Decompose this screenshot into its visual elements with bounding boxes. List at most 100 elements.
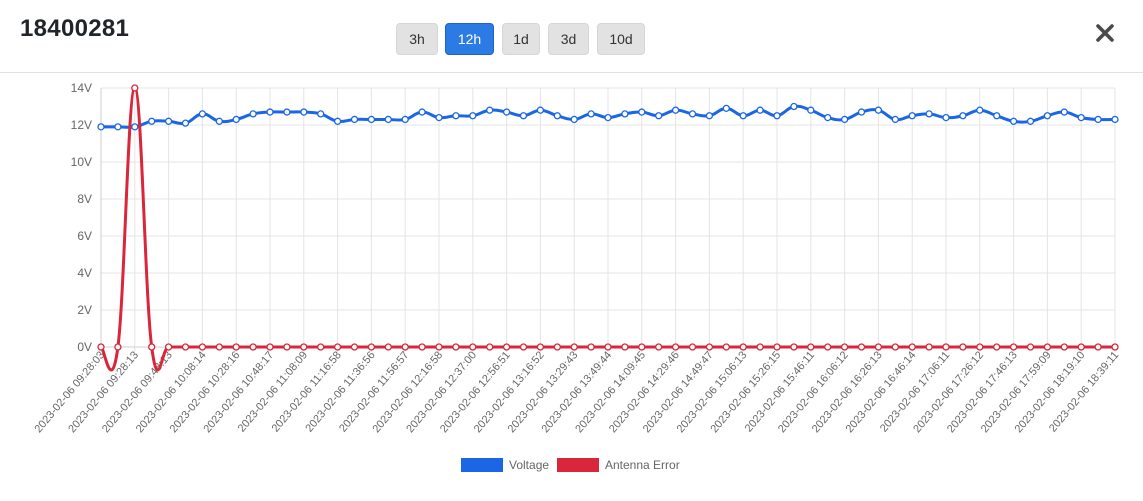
antenna-error-point	[418, 343, 426, 351]
y-tick-label: 12V	[71, 118, 92, 132]
voltage-point	[671, 106, 680, 114]
voltage-point	[469, 112, 477, 120]
antenna-error-point	[570, 343, 578, 351]
voltage-point	[418, 108, 426, 116]
voltage-point	[519, 112, 528, 120]
voltage-point	[215, 117, 223, 125]
y-tick-label: 10V	[71, 155, 92, 169]
antenna-error-point	[553, 343, 561, 351]
antenna-error-series	[97, 84, 1119, 372]
antenna-error-point	[807, 343, 815, 351]
voltage-point	[705, 112, 714, 120]
antenna-error-point	[756, 343, 764, 351]
voltage-point	[266, 108, 274, 116]
antenna-error-point	[621, 343, 629, 351]
voltage-point	[131, 123, 139, 131]
antenna-error-point	[114, 343, 122, 351]
antenna-error-point	[824, 343, 832, 351]
voltage-point	[925, 110, 933, 118]
y-tick-label: 2V	[77, 303, 92, 317]
voltage-point	[621, 110, 629, 118]
antenna-error-point	[435, 343, 443, 351]
voltage-series	[97, 102, 1119, 131]
antenna-error-point	[181, 343, 190, 351]
range-button-3d[interactable]: 3d	[548, 23, 589, 55]
voltage-point	[114, 123, 122, 131]
voltage-point	[739, 112, 747, 120]
voltage-point	[655, 112, 663, 120]
antenna-error-point	[739, 343, 747, 351]
range-button-3h[interactable]: 3h	[396, 23, 438, 55]
antenna-error-point	[976, 343, 984, 351]
voltage-point	[824, 113, 832, 122]
voltage-point	[874, 106, 883, 114]
antenna-error-point	[536, 343, 545, 351]
antenna-error-point	[790, 343, 798, 351]
voltage-point	[840, 115, 849, 124]
voltage-point	[790, 102, 798, 111]
voltage-point	[367, 115, 376, 124]
voltage-point	[773, 112, 781, 120]
antenna-error-point	[519, 343, 528, 351]
voltage-point	[857, 108, 866, 116]
antenna-error-point	[604, 343, 612, 351]
antenna-error-point	[1009, 343, 1018, 351]
voltage-point	[181, 119, 190, 127]
antenna-error-point	[891, 343, 899, 351]
y-tick-label: 8V	[77, 192, 92, 206]
voltage-point	[317, 110, 325, 118]
antenna-error-point	[384, 343, 392, 351]
antenna-error-point	[959, 343, 967, 351]
voltage-point	[350, 115, 359, 124]
voltage-point	[807, 106, 815, 114]
voltage-point	[1094, 115, 1102, 124]
range-button-12h[interactable]: 12h	[445, 23, 494, 55]
voltage-legend-swatch	[461, 458, 503, 472]
antenna-error-point	[638, 343, 646, 351]
antenna-error-point	[232, 343, 240, 351]
voltage-point	[1026, 117, 1035, 125]
antenna-error-point	[908, 343, 916, 351]
y-tick-label: 14V	[71, 81, 92, 95]
range-button-1d[interactable]: 1d	[502, 23, 540, 55]
voltage-point	[283, 108, 291, 116]
antenna-error-point	[401, 343, 409, 351]
voltage-point	[502, 108, 511, 116]
antenna-error-point	[925, 343, 933, 351]
voltage-point	[604, 113, 612, 122]
close-button[interactable]	[1092, 20, 1118, 46]
antenna-error-point	[215, 343, 223, 351]
y-tick-label: 6V	[77, 229, 92, 243]
voltage-point	[1009, 117, 1018, 125]
voltage-point	[908, 112, 916, 120]
antenna-error-point	[367, 343, 376, 351]
antenna-error-point	[722, 343, 730, 351]
voltage-point	[148, 117, 156, 125]
voltage-point	[452, 112, 460, 120]
voltage-point	[891, 115, 899, 124]
antenna-error-point	[1111, 343, 1119, 351]
voltage-point	[1043, 112, 1052, 120]
voltage-point	[232, 115, 240, 124]
antenna-error-point	[1026, 343, 1035, 351]
y-tick-label: 4V	[77, 266, 92, 280]
antenna-error-point	[1094, 343, 1102, 351]
antenna-error-point	[198, 343, 207, 351]
antenna-error-point	[97, 343, 105, 351]
voltage-point	[536, 106, 545, 114]
voltage-point	[1111, 115, 1119, 124]
voltage-point	[486, 106, 494, 114]
antenna-error-point	[266, 343, 274, 351]
voltage-point	[638, 108, 646, 116]
device-title: 18400281	[20, 15, 130, 42]
voltage-point	[401, 115, 409, 124]
antenna-error-point	[874, 343, 883, 351]
voltage-point	[976, 106, 984, 114]
range-button-10d[interactable]: 10d	[597, 23, 645, 55]
voltage-point	[97, 123, 105, 131]
antenna-error-point	[333, 343, 342, 351]
antenna-error-point	[1043, 343, 1052, 351]
voltage-point	[198, 110, 207, 118]
antenna-error-point	[469, 343, 477, 351]
